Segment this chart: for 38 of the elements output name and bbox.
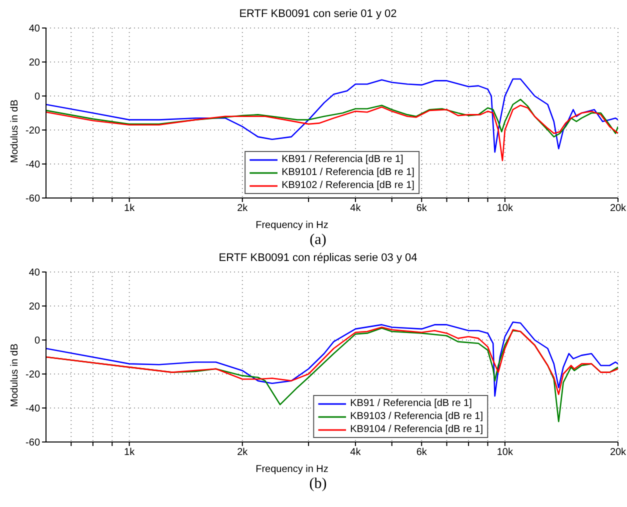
x-tick-label: 10k [496, 447, 514, 458]
x-axis-title: Frequency in Hz [256, 464, 328, 475]
y-axis-title: Modulus in dB [10, 343, 21, 407]
y-tick-label: 20 [28, 58, 40, 69]
y-tick-label: 0 [34, 336, 40, 347]
y-tick-label: 0 [34, 92, 40, 103]
x-tick-label: 6k [416, 203, 428, 214]
legend-label: KB91 / Referencia [dB re 1] [350, 398, 472, 409]
x-tick-label: 4k [350, 203, 362, 214]
x-tick-label: 10k [496, 203, 514, 214]
x-tick-label: 2k [237, 447, 249, 458]
y-tick-label: -20 [26, 126, 40, 137]
y-tick-label: 20 [28, 302, 40, 313]
y-tick-label: -20 [26, 370, 40, 381]
x-axis-title: Frequency in Hz [256, 220, 328, 231]
x-tick-label: 20k [610, 447, 627, 458]
text: (b) [308, 476, 328, 494]
y-tick-label: 40 [28, 24, 40, 35]
y-tick-label: -60 [26, 194, 40, 205]
y-tick-label: -60 [26, 438, 40, 449]
legend-label: KB9101 / Referencia [dB re 1] [282, 167, 414, 178]
legend-label: KB9103 / Referencia [dB re 1] [350, 411, 483, 422]
legend-label: KB91 / Referencia [dB re 1] [282, 154, 404, 165]
x-tick-label: 2k [237, 203, 249, 214]
x-tick-label: 6k [416, 447, 428, 458]
legend-label: KB9102 / Referencia [dB re 1] [282, 180, 414, 191]
chart-title: ERTF KB0091 con serie 01 y 02 [238, 8, 398, 22]
y-axis-title: Modulus in dB [10, 99, 21, 163]
x-tick-label: 20k [610, 203, 627, 214]
x-tick-label: 4k [350, 447, 362, 458]
text: (a) [308, 232, 328, 250]
legend-label: KB9104 / Referencia [dB re 1] [350, 424, 483, 435]
x-tick-label: 1k [124, 203, 136, 214]
y-tick-label: 40 [28, 268, 40, 279]
chart-title: ERTF KB0091 con réplicas serie 03 y 04 [218, 252, 418, 266]
y-tick-label: -40 [26, 160, 40, 171]
y-tick-label: -40 [26, 404, 40, 415]
x-tick-label: 1k [124, 447, 136, 458]
